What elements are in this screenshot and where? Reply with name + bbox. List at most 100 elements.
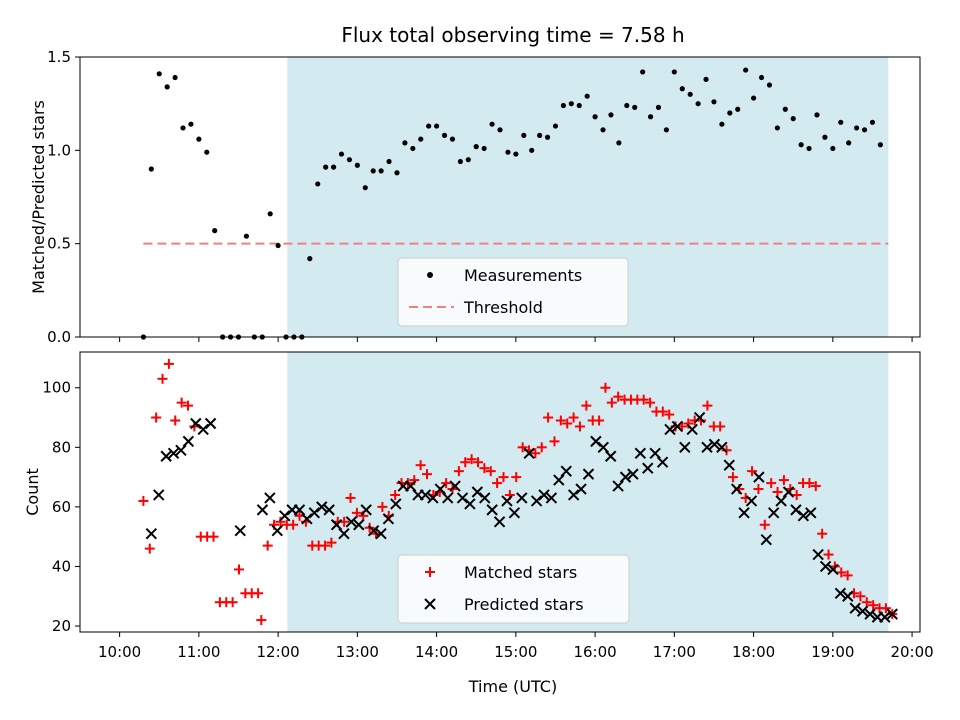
- predicted-star-point: [375, 527, 387, 540]
- measurement-point: [727, 110, 733, 116]
- measurement-point: [243, 233, 250, 239]
- bottom-y-tick-label: 100: [42, 379, 71, 397]
- predicted-star-x-b: [545, 492, 558, 504]
- measurement-point: [766, 82, 773, 88]
- predicted-star-x-b: [604, 450, 617, 462]
- matched-star-point: [817, 528, 828, 539]
- matched-star-point: [836, 567, 847, 578]
- predicted-star-point: [819, 560, 832, 573]
- matched-star-point: [326, 537, 337, 548]
- predicted-star-x-b: [827, 563, 839, 576]
- matched-star-point: [498, 472, 509, 483]
- predicted-star-point: [768, 507, 780, 519]
- predicted-star-point: [738, 507, 750, 519]
- top-plot-panel: 0.0 0.5 1.0 1.5 Matched/Predicted stars Mea…: [29, 48, 921, 346]
- predicted-star-x-b: [197, 423, 209, 436]
- predicted-star-point: [708, 438, 721, 451]
- predicted-star-x-b: [508, 507, 521, 519]
- measurement-point: [774, 125, 780, 131]
- predicted-star-x-b: [523, 447, 535, 459]
- matched-star-point: [460, 457, 471, 468]
- predicted-star-x-b: [612, 480, 624, 492]
- predicted-star-point: [471, 486, 484, 498]
- predicted-star-point: [582, 468, 595, 480]
- predicted-star-point: [353, 519, 365, 531]
- predicted-star-x-b: [456, 492, 469, 504]
- measurement-point: [592, 114, 598, 120]
- predicted-star-point: [575, 483, 587, 495]
- matched-star-point: [664, 409, 675, 420]
- matched-star-point: [208, 531, 219, 542]
- predicted-star-point: [879, 611, 891, 623]
- predicted-star-x-b: [256, 504, 269, 516]
- predicted-star-x-b: [805, 507, 817, 519]
- predicted-star-point: [634, 447, 647, 459]
- matched-star-point: [600, 382, 611, 393]
- predicted-star-x-b: [701, 441, 713, 454]
- predicted-star-x-b: [323, 504, 335, 516]
- predicted-star-x-b: [738, 507, 750, 519]
- matched-star-point: [721, 445, 732, 456]
- measurement-point: [576, 102, 582, 109]
- predicted-star-x-b: [782, 486, 795, 498]
- predicted-star-x-b: [790, 504, 802, 516]
- predicted-star-point: [508, 507, 521, 519]
- matched-star-point: [320, 540, 331, 551]
- measurement-point: [172, 74, 178, 81]
- predicted-star-point: [538, 489, 550, 501]
- legend-predicted-marker: [424, 598, 436, 610]
- measurement-point: [838, 119, 844, 125]
- legend-predicted-label: Predicted stars: [464, 595, 584, 614]
- matched-star-point: [759, 519, 770, 530]
- matched-star-point: [170, 415, 181, 426]
- measurement-point: [687, 91, 693, 97]
- matched-star-point: [778, 475, 789, 486]
- measurement-point: [497, 127, 503, 133]
- matched-star-point: [262, 540, 273, 551]
- measurement-point: [481, 145, 487, 152]
- predicted-star-x-b: [441, 492, 454, 504]
- matched-star-point: [530, 448, 541, 459]
- predicted-star-point: [278, 510, 291, 522]
- matched-star-point: [227, 597, 238, 608]
- predicted-star-point: [849, 602, 861, 614]
- top-y-axis-label: Matched/Predicted stars: [29, 100, 48, 294]
- top-y-ticks: 0.0 0.5 1.0 1.5: [47, 48, 80, 346]
- bottom-plot-frame: [79, 351, 921, 633]
- predicted-star-x-b: [590, 435, 602, 448]
- predicted-star-point: [145, 527, 158, 540]
- matched-star-point: [479, 463, 490, 474]
- predicted-star-point: [619, 471, 632, 483]
- predicted-star-x-b: [775, 495, 787, 507]
- matched-star-point: [422, 469, 433, 480]
- predicted-star-x-b: [582, 468, 595, 480]
- measurement-point: [679, 86, 685, 92]
- measurement-point: [212, 228, 218, 234]
- bottom-x-tick-label: 11:00: [177, 643, 220, 661]
- measurement-point: [418, 136, 424, 142]
- matched-star-point: [791, 489, 802, 500]
- matched-star-point: [415, 460, 426, 471]
- predicted-star-point: [842, 590, 854, 602]
- predicted-star-x-b: [338, 527, 350, 540]
- predicted-star-x-b: [530, 495, 543, 507]
- predicted-star-x-b: [182, 435, 195, 448]
- measurement-point: [640, 69, 646, 75]
- predicted-star-x-b: [301, 513, 313, 525]
- bottom-x-tick-label: 15:00: [494, 643, 537, 661]
- predicted-stars-points: [145, 411, 898, 623]
- predicted-star-point: [264, 492, 276, 504]
- predicted-star-x-b: [634, 447, 647, 459]
- predicted-star-point: [345, 516, 358, 528]
- matched-star-point: [645, 397, 656, 408]
- predicted-star-point: [301, 513, 313, 525]
- predicted-star-x-b: [671, 420, 684, 433]
- predicted-star-point: [790, 504, 802, 516]
- predicted-star-point: [501, 495, 513, 507]
- bottom-legend-box: [397, 554, 630, 624]
- measurement-point: [735, 106, 741, 112]
- matched-star-point: [861, 597, 872, 608]
- top-x-ticks: [119, 337, 913, 342]
- measurement-point: [624, 102, 630, 109]
- predicted-star-point: [479, 492, 491, 504]
